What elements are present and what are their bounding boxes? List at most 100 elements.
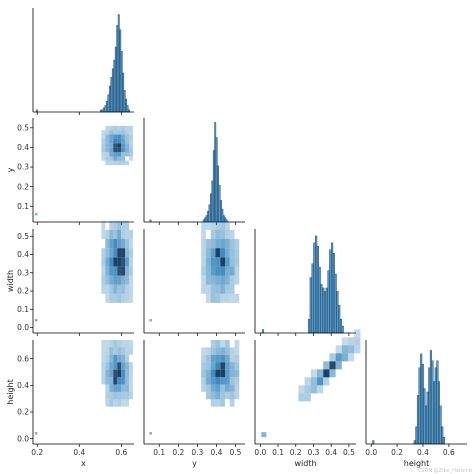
x-tick-label: 0.0 xyxy=(365,448,377,457)
hist2d-cell xyxy=(109,362,114,370)
hist2d-cell xyxy=(105,347,110,355)
hist2d-cell xyxy=(113,248,118,258)
hist2d-cell xyxy=(215,257,221,267)
hist2d-cell xyxy=(317,369,324,378)
histogram-bar xyxy=(322,287,325,334)
histogram-bar xyxy=(221,208,224,223)
hist2d-cell xyxy=(129,284,133,294)
hist2d-cell xyxy=(105,340,110,348)
hist2d-cell xyxy=(129,152,133,157)
hist2d-cell xyxy=(234,377,240,385)
hist2d-cell xyxy=(109,266,114,276)
hist2d-cell xyxy=(205,248,211,258)
hist2d-cell xyxy=(125,257,130,267)
hist2d-height-vs-width xyxy=(261,329,361,438)
hist2d-cell xyxy=(224,377,230,385)
axes-y-x: 0.1 0.2 0.3 0.4 0.5 xyxy=(17,118,134,225)
x-tick-label: 0.2 xyxy=(391,448,403,457)
hist2d-cell xyxy=(117,384,122,392)
histogram-bar xyxy=(111,68,114,113)
hist2d-outlier-cell xyxy=(149,432,152,435)
hist2d-cell xyxy=(105,143,110,148)
hist2d-cell xyxy=(215,340,221,348)
hist2d-cell xyxy=(310,377,318,386)
hist2d-cell xyxy=(220,377,225,385)
hist2d-cell xyxy=(117,134,122,139)
hist2d-cell xyxy=(329,361,336,370)
histogram-bar xyxy=(325,287,328,334)
hist2d-cell xyxy=(224,347,230,355)
hist2d-cell xyxy=(117,130,122,135)
x-tick-label: 0.0 xyxy=(254,448,266,457)
y-tick-label: 0.5 xyxy=(17,123,29,132)
hist2d-cell xyxy=(205,239,211,249)
histogram-bar xyxy=(110,77,113,113)
hist2d-cell xyxy=(323,377,330,386)
hist2d-cell xyxy=(210,369,216,378)
hist2d-cell xyxy=(113,275,118,285)
hist2d-cell xyxy=(113,347,118,355)
hist2d-cell xyxy=(121,275,126,285)
hist2d-outlier-cell xyxy=(34,212,38,216)
hist2d-cell xyxy=(298,393,305,402)
hist2d-cell xyxy=(121,160,126,166)
hist2d-cell xyxy=(101,354,106,363)
y-tick-label: 0.1 xyxy=(17,305,29,314)
hist2d-cell xyxy=(205,377,211,385)
hist2d-cell xyxy=(121,266,126,276)
hist2d-cell xyxy=(220,229,225,240)
hist2d-cell xyxy=(215,275,221,285)
y-axis-label-y: y xyxy=(6,167,15,172)
hist2d-cell xyxy=(354,345,361,354)
y-tick-label: 0.2 xyxy=(17,182,29,191)
hist2d-cell xyxy=(105,266,110,276)
y-tick-label: 0.2 xyxy=(17,287,29,296)
hist2d-cell xyxy=(234,266,240,276)
x-tick-label: 0.6 xyxy=(443,448,455,457)
histogram-bar xyxy=(442,436,445,445)
hist2d-cell xyxy=(215,384,221,392)
hist2d-cell xyxy=(304,385,311,394)
hist2d-cell xyxy=(220,347,225,355)
histogram-bar xyxy=(421,364,424,445)
axes-height-x: 0.2 0.4 0.60.00.20.40.6 xyxy=(17,340,134,457)
hist2d-cell xyxy=(220,248,225,258)
hist2d-cell xyxy=(201,347,206,355)
hist2d-cell xyxy=(210,266,216,276)
hist2d-cell xyxy=(215,229,221,240)
hist2d-cell xyxy=(220,275,225,285)
hist2d-cell xyxy=(205,220,211,230)
hist2d-cell xyxy=(348,337,355,346)
hist2d-cell xyxy=(117,369,122,378)
hist2d-cell xyxy=(304,377,311,386)
hist2d-cell xyxy=(113,134,118,139)
histogram-bar xyxy=(372,440,375,445)
hist2d-cell xyxy=(129,130,133,135)
x-tick-label: 0.2 xyxy=(172,448,184,457)
hist2d-cell xyxy=(101,248,106,258)
histogram-bar xyxy=(327,270,330,334)
hist2d-cell xyxy=(205,391,211,400)
hist2d-cell xyxy=(129,125,133,131)
hist2d-cell xyxy=(117,138,122,144)
hist2d-cell xyxy=(117,147,122,153)
hist2d-cell xyxy=(105,134,110,139)
hist2d-cell xyxy=(121,147,126,153)
hist2d-cell xyxy=(205,293,211,303)
hist2d-cell xyxy=(101,147,106,153)
histogram-bar xyxy=(320,284,323,334)
hist2d-cell xyxy=(121,354,126,363)
hist2d-cell xyxy=(109,143,114,148)
hist2d-cell xyxy=(113,362,118,370)
hist2d-cell xyxy=(117,156,122,161)
hist2d-cell xyxy=(229,293,235,303)
histogram-bar xyxy=(122,72,125,113)
hist2d-outlier-cell xyxy=(261,432,267,438)
x-tick-label: 0.2 xyxy=(31,448,43,457)
histogram-bar xyxy=(415,426,418,445)
hist2d-cell xyxy=(105,147,110,153)
hist2d-width-vs-y xyxy=(149,220,240,322)
axes-width-width xyxy=(254,229,356,336)
hist2d-cell xyxy=(298,385,305,394)
hist2d-cell xyxy=(210,293,216,303)
